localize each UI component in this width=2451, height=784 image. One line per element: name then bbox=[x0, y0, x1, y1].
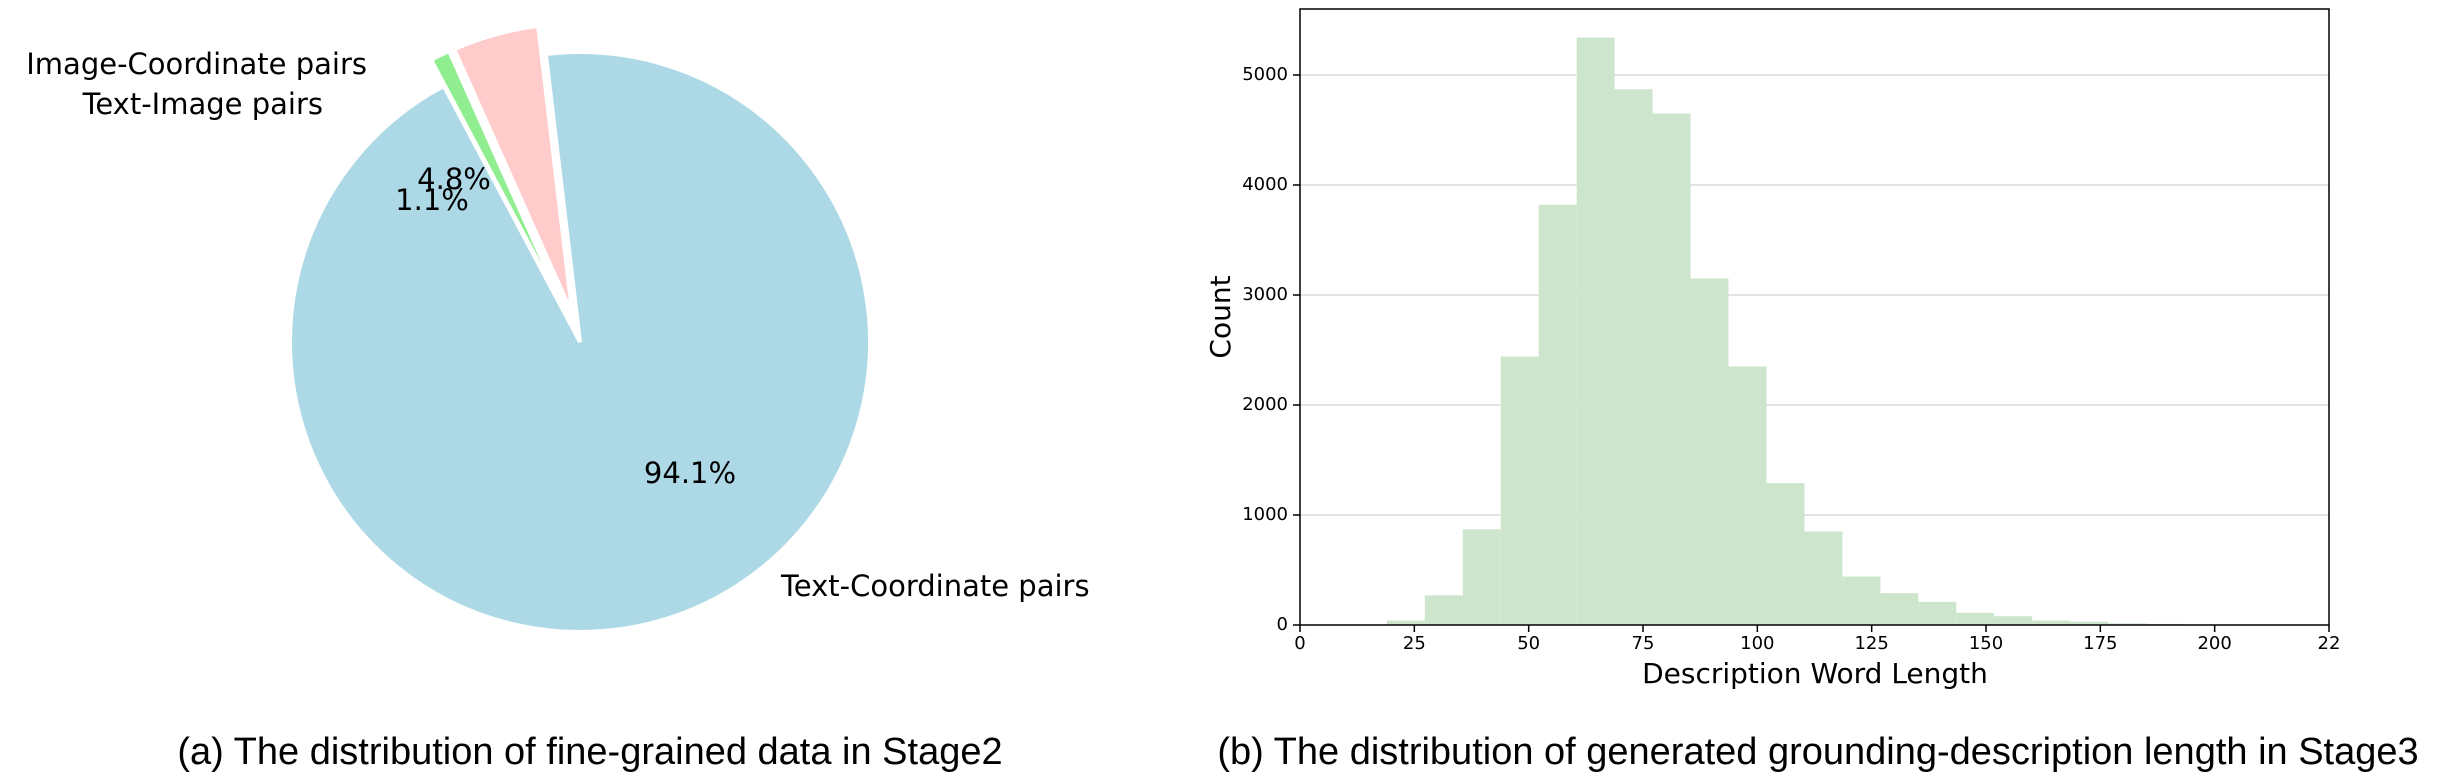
histogram-bar bbox=[2108, 623, 2147, 625]
histogram-plot-frame bbox=[1299, 8, 2330, 626]
histogram-bar bbox=[1500, 356, 1539, 625]
histogram-bar bbox=[1424, 595, 1463, 625]
pie-label-text-image-pairs: Text-Image pairs bbox=[82, 87, 323, 121]
x-tick-label: 200 bbox=[2197, 633, 2231, 654]
histogram-x-ticks: 0 25 50 75 100 125 150 175 200 22 bbox=[1294, 625, 2340, 654]
x-tick-label: 50 bbox=[1517, 633, 1540, 654]
histogram-caption: (b) The distribution of generated ground… bbox=[1217, 731, 2418, 773]
pie-label-image-coordinate-pairs: Image-Coordinate pairs bbox=[26, 47, 367, 81]
histogram-bar bbox=[1842, 576, 1881, 625]
histogram-bar bbox=[1728, 366, 1767, 625]
pie-caption: (a) The distribution of fine-grained dat… bbox=[177, 731, 1002, 773]
histogram-bar bbox=[1994, 616, 2033, 625]
x-tick-label: 100 bbox=[1740, 633, 1774, 654]
pie-percent-text-coordinate-pairs: 94.1% bbox=[644, 456, 736, 490]
x-tick-label: 0 bbox=[1294, 633, 1305, 654]
x-tick-label: 22 bbox=[2318, 633, 2341, 654]
histogram-bar bbox=[1576, 37, 1615, 626]
histogram-bar bbox=[2070, 621, 2109, 625]
histogram-bar bbox=[1538, 204, 1577, 626]
x-tick-label: 125 bbox=[1854, 633, 1888, 654]
pie-label-text-coordinate-pairs: Text-Coordinate pairs bbox=[780, 569, 1090, 603]
histogram-bar bbox=[1804, 531, 1843, 625]
y-tick-label: 4000 bbox=[1242, 174, 1288, 195]
y-tick-label: 1000 bbox=[1242, 504, 1288, 525]
histogram-gridlines bbox=[1300, 74, 2329, 516]
x-tick-label: 25 bbox=[1403, 633, 1426, 654]
histogram-y-axis-label: Count bbox=[1204, 275, 1237, 358]
histogram-bar bbox=[1614, 89, 1653, 626]
histogram-bar bbox=[1880, 593, 1919, 625]
x-tick-label: 150 bbox=[1969, 633, 2003, 654]
histogram-bar bbox=[1918, 601, 1957, 625]
histogram-bar bbox=[1652, 113, 1691, 625]
x-tick-label: 175 bbox=[2083, 633, 2117, 654]
y-tick-label: 0 bbox=[1277, 614, 1288, 635]
histogram-chart: 0 25 50 75 100 125 150 175 200 22 0 1000 2000 3000 40… bbox=[1204, 8, 2340, 690]
histogram-bar bbox=[1462, 529, 1501, 625]
histogram-bar bbox=[2032, 620, 2071, 625]
pie-slice-image-coordinate-pairs bbox=[451, 23, 575, 315]
pie-percent-text-image-pairs: 1.1% bbox=[395, 183, 469, 217]
pie-slice-text-image-pairs bbox=[428, 48, 570, 317]
histogram-bars bbox=[1386, 37, 2222, 626]
pie-percent-image-coordinate-pairs: 4.8% bbox=[417, 162, 491, 196]
histogram-x-axis-label: Description Word Length bbox=[1642, 657, 1988, 690]
histogram-bar bbox=[1956, 612, 1995, 625]
histogram-bar bbox=[1690, 278, 1729, 625]
pie-chart: Text-Coordinate pairs 94.1% Image-Coordina… bbox=[26, 23, 1090, 634]
y-tick-label: 5000 bbox=[1242, 64, 1288, 85]
y-tick-label: 2000 bbox=[1242, 394, 1288, 415]
histogram-bar bbox=[1766, 483, 1805, 625]
y-tick-label: 3000 bbox=[1242, 284, 1288, 305]
histogram-y-ticks: 0 1000 2000 3000 4000 5000 bbox=[1242, 64, 1300, 635]
pie-slice-text-coordinate-pairs bbox=[288, 50, 872, 634]
histogram-bar bbox=[1386, 620, 1425, 625]
x-tick-label: 75 bbox=[1632, 633, 1655, 654]
